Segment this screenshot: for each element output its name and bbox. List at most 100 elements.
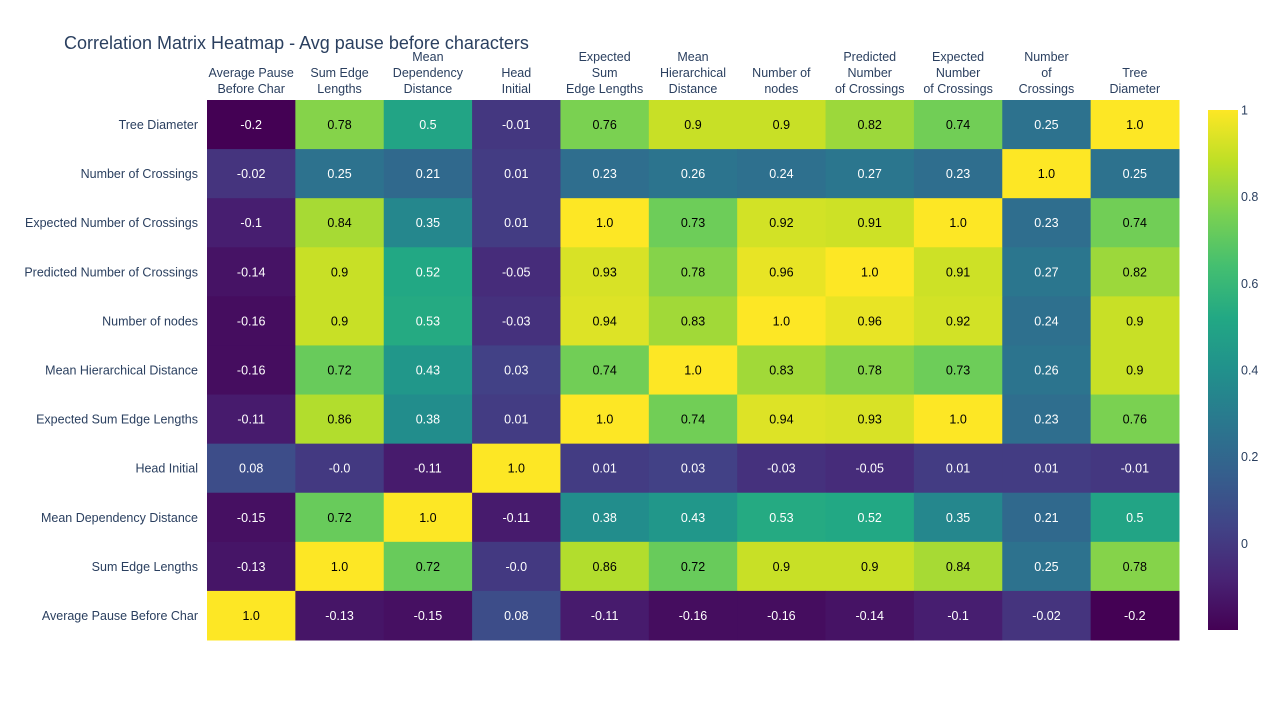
cell-value-label: 0.24 (769, 167, 793, 181)
cell-value-label: 0.92 (769, 216, 793, 230)
cell-value-label: 1.0 (596, 216, 613, 230)
heatmap-cell (472, 198, 561, 248)
heatmap-cell (383, 100, 473, 150)
cell-value-label: 0.73 (946, 364, 970, 378)
cell-value-label: 0.26 (681, 167, 705, 181)
cell-value-label: 1.0 (242, 609, 259, 623)
heatmap-cell (1002, 345, 1092, 396)
heatmap-cell (1002, 590, 1092, 641)
heatmap-cell (1090, 100, 1180, 150)
y-tick-label: Mean Hierarchical Distance (45, 364, 198, 378)
x-tick-label: Predicted Number of Crossings (835, 50, 904, 96)
heatmap-cell (1002, 492, 1092, 543)
cell-value-label: 0.93 (858, 413, 882, 427)
heatmap-cell (913, 394, 1003, 445)
heatmap-cell (913, 149, 1003, 199)
cell-value-label: -0.16 (679, 609, 708, 623)
cell-value-label: 0.73 (681, 216, 705, 230)
cell-value-label: 1.0 (596, 413, 613, 427)
x-tick-label: Expected Number of Crossings (923, 50, 992, 96)
heatmap-cell (1090, 492, 1180, 543)
x-axis-labels: Average Pause Before Char Sum Edge Lengths M… (209, 50, 1161, 96)
cell-value-label: 0.9 (861, 560, 878, 574)
colorbar-tick-label: 0.8 (1241, 190, 1258, 204)
cell-value-label: -0.0 (329, 462, 351, 476)
cell-value-label: 0.25 (1034, 560, 1058, 574)
heatmap-cell (560, 247, 650, 297)
cell-value-label: 0.78 (327, 118, 351, 132)
cell-value-label: 0.23 (1034, 216, 1058, 230)
cell-value-label: -0.2 (240, 118, 262, 132)
heatmap-cell (648, 394, 738, 445)
heatmap-cell (737, 394, 827, 445)
heatmap-cell (295, 149, 385, 199)
cell-value-label: -0.16 (237, 364, 266, 378)
x-tick-label: Sum Edge Lengths (310, 66, 368, 96)
heatmap-cell (913, 443, 1003, 494)
cell-value-label: -0.16 (237, 314, 266, 328)
cell-value-label: 1.0 (419, 511, 436, 525)
cell-value-label: 0.01 (592, 462, 616, 476)
y-tick-label: Head Initial (135, 462, 198, 476)
cell-value-label: 0.72 (681, 560, 705, 574)
heatmap-cell (737, 198, 827, 248)
heatmap-cell (648, 100, 738, 150)
cell-value-label: 0.86 (327, 413, 351, 427)
y-tick-label: Predicted Number of Crossings (24, 265, 198, 279)
cell-value-label: 0.25 (327, 167, 351, 181)
heatmap-cell (1090, 394, 1180, 445)
y-tick-label: Mean Dependency Distance (41, 511, 198, 525)
y-tick-label: Expected Number of Crossings (25, 216, 198, 230)
chart-title: Correlation Matrix Heatmap - Avg pause b… (64, 33, 529, 53)
heatmap-cell (383, 492, 473, 543)
heatmap-cell (825, 247, 915, 297)
cell-value-label: 0.9 (331, 265, 348, 279)
heatmap-cell (207, 492, 296, 543)
heatmap-cell (383, 541, 473, 592)
cell-value-label: 0.38 (416, 413, 440, 427)
heatmap-cell (737, 590, 827, 641)
cell-value-label: 0.72 (416, 560, 440, 574)
cell-value-label: 0.01 (504, 216, 528, 230)
heatmap-cell (560, 394, 650, 445)
cell-value-label: -0.02 (237, 167, 266, 181)
cell-value-label: 1.0 (949, 216, 966, 230)
heatmap-cell (913, 247, 1003, 297)
heatmap-cell (825, 149, 915, 199)
x-tick-label: Expected Sum Edge Lengths (566, 50, 643, 96)
x-tick-label: Tree Diameter (1109, 66, 1160, 96)
cell-value-label: -0.01 (1121, 462, 1150, 476)
cell-value-label: 0.78 (858, 364, 882, 378)
cell-value-label: 0.96 (858, 314, 882, 328)
cell-value-label: 1.0 (1038, 167, 1055, 181)
y-tick-label: Tree Diameter (119, 118, 198, 132)
heatmap-cell (207, 394, 296, 445)
heatmap-cell (207, 443, 296, 494)
cell-value-label: 0.76 (1123, 413, 1147, 427)
heatmap-cell (737, 149, 827, 199)
cell-value-label: 0.83 (769, 364, 793, 378)
heatmap-cell (737, 345, 827, 396)
heatmap-cell (648, 541, 738, 592)
heatmap-cell (472, 394, 561, 445)
cell-value-label: 0.21 (416, 167, 440, 181)
cell-value-label: 1.0 (508, 462, 525, 476)
heatmap-cell (1090, 443, 1180, 494)
heatmap-cell (560, 198, 650, 248)
heatmap-cell (472, 492, 561, 543)
cell-value-label: -0.11 (502, 511, 530, 525)
y-tick-label: Number of nodes (102, 314, 198, 328)
heatmap-cells: -0.2 0.78 0.5 -0.01 0.76 0.9 0.9 0.82 0.74 0.25 1.… (207, 100, 1180, 641)
heatmap-cell (1090, 149, 1180, 199)
cell-value-label: 0.74 (592, 364, 616, 378)
y-axis-labels: Tree Diameter Number of Crossings Expected… (24, 118, 198, 623)
cell-value-label: -0.11 (237, 413, 265, 427)
heatmap-cell (825, 492, 915, 543)
cell-value-label: 0.53 (769, 511, 793, 525)
cell-value-label: -0.1 (240, 216, 262, 230)
heatmap-cell (648, 492, 738, 543)
heatmap-cell (295, 590, 385, 641)
cell-value-label: 0.26 (1034, 364, 1058, 378)
cell-value-label: 0.9 (773, 560, 790, 574)
cell-value-label: -0.2 (1124, 609, 1146, 623)
